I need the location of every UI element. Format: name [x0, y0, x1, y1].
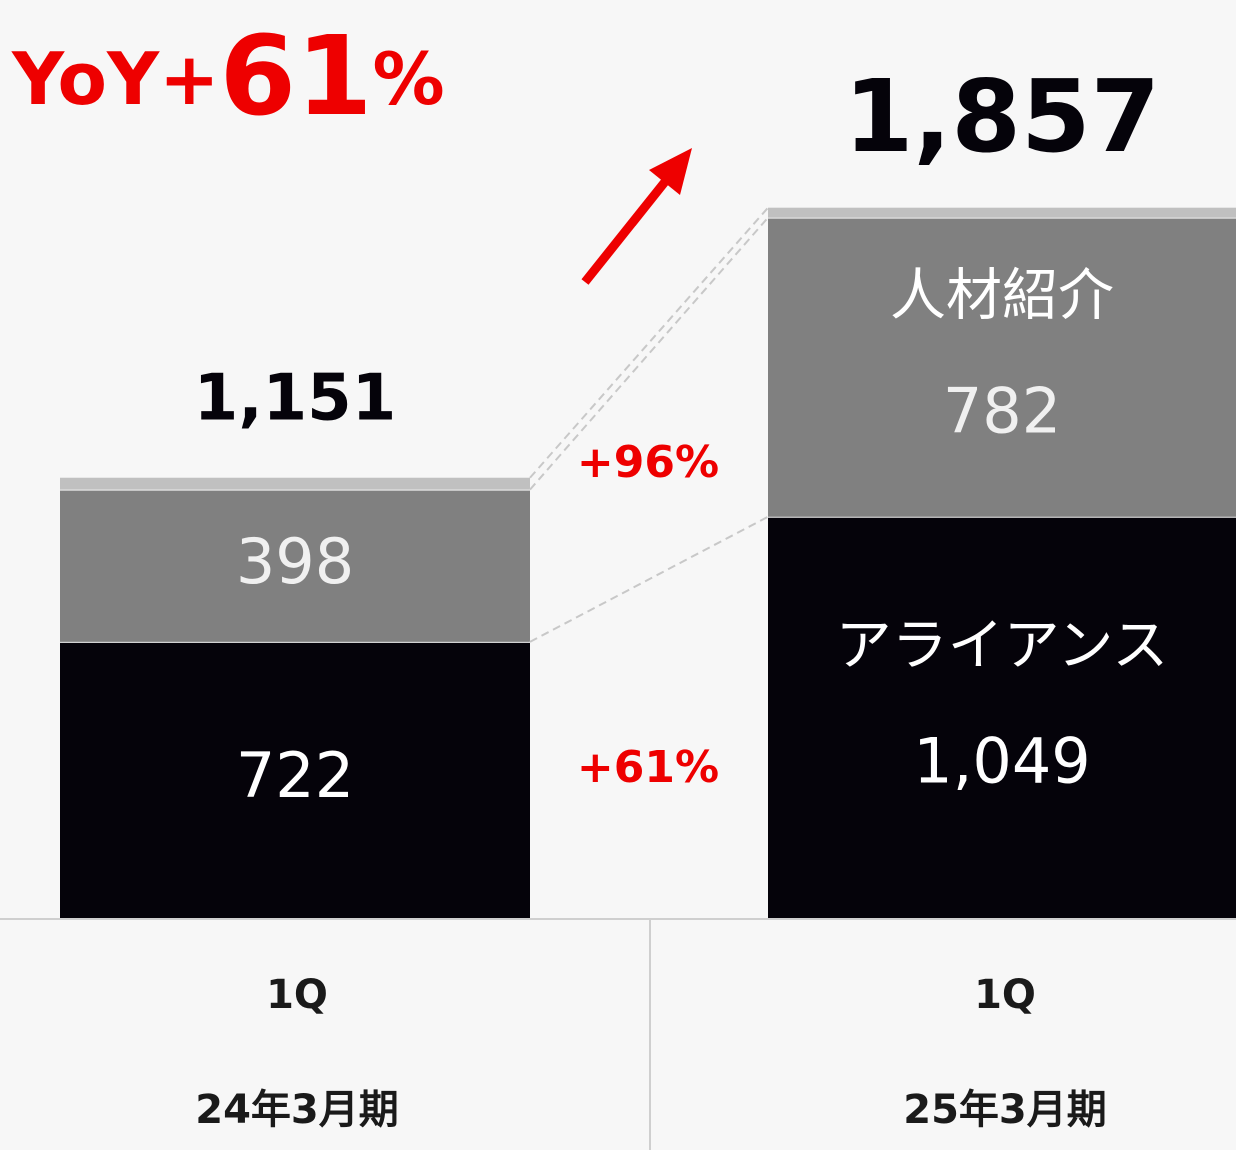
headline-prefix: YoY+ — [11, 37, 219, 121]
period-label: 24年3月期 — [195, 1087, 399, 1133]
bar-segment — [768, 217, 1236, 517]
x-tick-label: 1Q — [974, 972, 1036, 1018]
connector — [529, 216, 769, 491]
segment-label: 398 — [236, 525, 354, 598]
series-name: アライアンス — [836, 614, 1169, 679]
growth-label: +96% — [577, 437, 719, 488]
bar-segment — [768, 207, 1236, 218]
connector — [529, 207, 769, 479]
total-label: 1,857 — [844, 58, 1160, 175]
bar-segment — [60, 477, 530, 490]
headline-suffix: % — [373, 37, 445, 121]
segment-label: 782 — [943, 374, 1061, 447]
bar-segment — [60, 489, 530, 642]
connector — [529, 515, 769, 643]
bar-segment — [60, 641, 530, 918]
growth-label: +61% — [577, 742, 719, 793]
series-name: 人材紹介 — [890, 263, 1114, 328]
arrow-head — [649, 148, 692, 195]
segment-label: 1,049 — [913, 724, 1091, 797]
headline-number: 61 — [219, 12, 372, 140]
bar-segment — [768, 516, 1236, 918]
total-label: 1,151 — [194, 361, 396, 435]
x-tick-label: 1Q — [266, 972, 328, 1018]
period-label: 25年3月期 — [903, 1087, 1107, 1133]
segment-label: 722 — [236, 739, 354, 812]
headline: YoY+61% — [11, 12, 445, 140]
arrow-shaft — [581, 175, 672, 285]
